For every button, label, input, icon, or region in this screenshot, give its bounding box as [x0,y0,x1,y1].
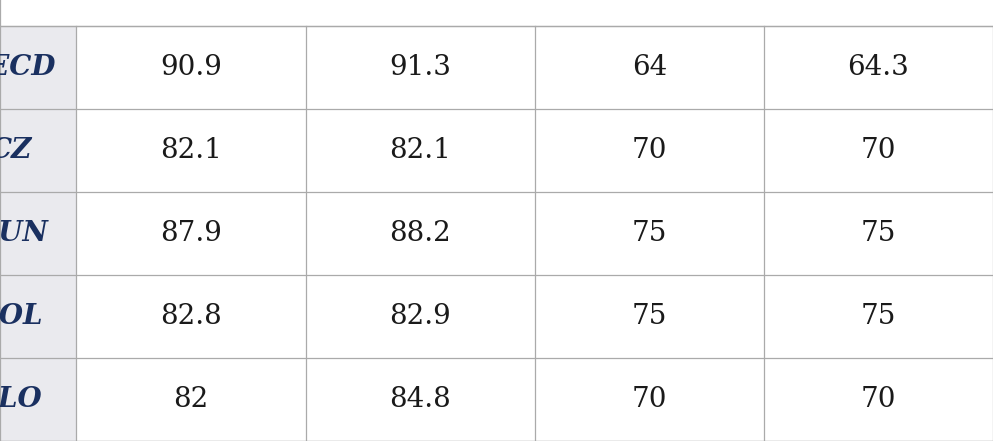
Bar [0,26,76,109]
Bar [76,358,306,441]
Bar [76,275,306,358]
Text: 75: 75 [861,220,896,247]
Text: POL: POL [0,303,43,330]
Bar [306,358,534,441]
Bar [764,358,993,441]
Text: 82.8: 82.8 [160,303,221,330]
Bar [764,192,993,275]
Bar [534,358,764,441]
Text: 82: 82 [174,386,209,413]
Bar [0,358,76,441]
Text: 70: 70 [861,386,896,413]
Text: 75: 75 [632,220,667,247]
Text: 87.9: 87.9 [160,220,221,247]
Bar [0,275,76,358]
Text: 70: 70 [632,137,667,164]
Text: OECD: OECD [0,54,57,82]
Bar [76,26,306,109]
Bar [76,109,306,192]
Text: CZ: CZ [0,137,32,164]
Bar [534,275,764,358]
Bar [0,192,76,275]
Text: 84.8: 84.8 [389,386,451,413]
Text: 82.9: 82.9 [389,303,451,330]
Bar [764,109,993,192]
Text: 82.1: 82.1 [389,137,451,164]
Text: 70: 70 [632,386,667,413]
Text: 82.1: 82.1 [160,137,221,164]
Bar [764,26,993,109]
Text: 64.3: 64.3 [848,54,910,82]
Text: SLO: SLO [0,386,43,413]
Bar [534,192,764,275]
Bar [306,26,534,109]
Bar [0,109,76,192]
Bar [306,192,534,275]
Bar [76,192,306,275]
Text: 70: 70 [861,137,896,164]
Bar [306,275,534,358]
Bar [764,275,993,358]
Bar [306,109,534,192]
Bar [534,26,764,109]
Text: 91.3: 91.3 [389,54,451,82]
Bar [534,109,764,192]
Text: 90.9: 90.9 [160,54,221,82]
Text: 88.2: 88.2 [389,220,451,247]
Text: 75: 75 [632,303,667,330]
Text: 64: 64 [632,54,667,82]
Text: 75: 75 [861,303,896,330]
Text: HUN: HUN [0,220,49,247]
